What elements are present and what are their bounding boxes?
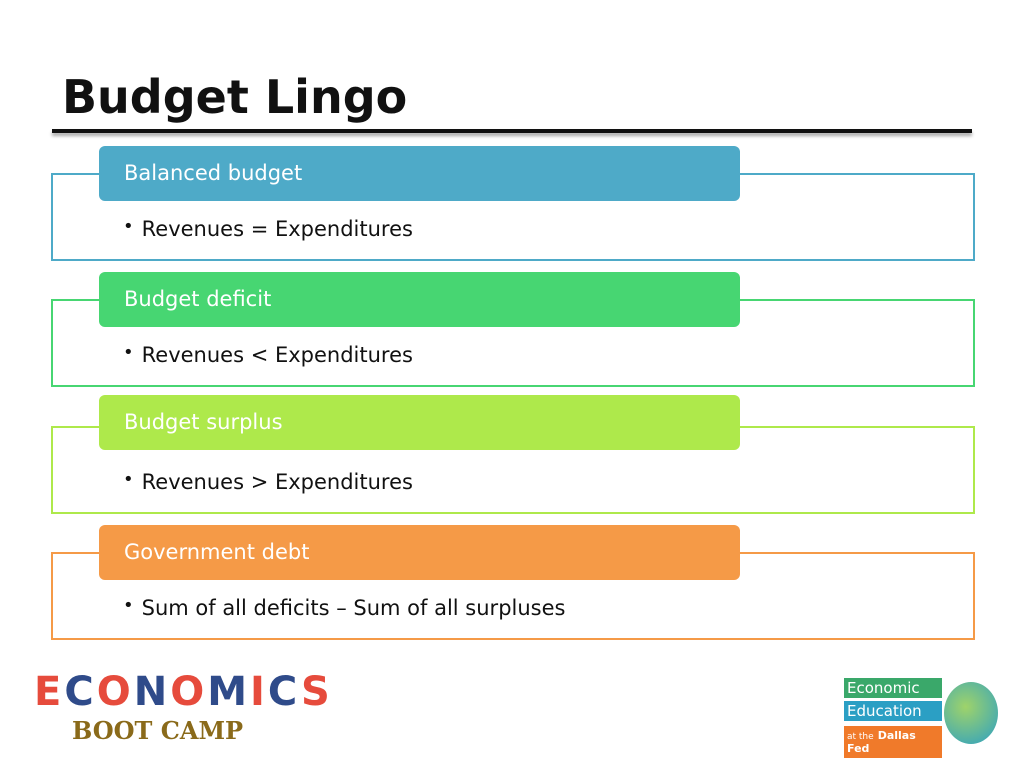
item-heading: Balanced budget [99, 146, 740, 201]
logo-line: at the Dallas Fed [844, 726, 942, 758]
economics-boot-camp-logo: ECONOMICS BOOT CAMP [34, 668, 333, 754]
item-bullet: Revenues = Expenditures [123, 216, 413, 241]
item-bullet: Sum of all deficits – Sum of all surplus… [123, 595, 566, 620]
logo-line: at the [847, 732, 874, 742]
item-bullet: Revenues > Expenditures [123, 469, 413, 494]
logo-line: Economic [844, 678, 942, 698]
slide-title: Budget Lingo [62, 70, 408, 124]
logo-subtitle: BOOT CAMP [72, 716, 244, 745]
dallas-fed-logo: Economic Education at the Dallas Fed [844, 678, 1000, 758]
logo-line: Education [844, 701, 942, 721]
item-bullet: Revenues < Expenditures [123, 342, 413, 367]
item-heading: Government debt [99, 525, 740, 580]
item-heading: Budget surplus [99, 395, 740, 450]
logo-line: Dallas Fed [847, 729, 916, 755]
logo-word: ECONOMICS [34, 669, 333, 715]
apple-icon [944, 682, 998, 744]
title-rule [52, 129, 972, 133]
item-heading: Budget deficit [99, 272, 740, 327]
